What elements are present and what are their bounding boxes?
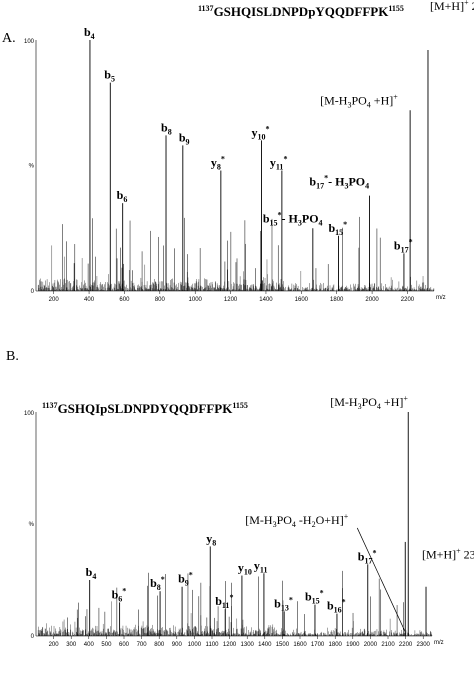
x-tick-label: 1400 — [258, 642, 272, 648]
peak-label: b6 — [117, 188, 128, 204]
panel-b-spectrum: 100% 0 200 300 400 500 600 700 800 900 1000 1100 120… — [24, 394, 474, 648]
panel-a-seq-end: 1155 — [388, 4, 404, 13]
x-axis-label: m/z — [434, 640, 444, 646]
background-noise — [37, 570, 433, 636]
x-tick-label: 1000 — [189, 297, 203, 303]
peak-label: b17*- H3PO4 — [309, 174, 369, 191]
x-tick-label: 1800 — [329, 642, 343, 648]
panel-a-sequence: 1137GSHQISLDNPDpYQQDFFPK1155 — [198, 4, 404, 19]
peak-label: b9 — [179, 130, 190, 146]
panel-a-label: A. — [2, 31, 16, 46]
x-tick-label: 2000 — [365, 297, 379, 303]
x-tick-label: 1500 — [276, 642, 290, 648]
peak-label: y8 — [206, 531, 216, 547]
panel-a-seq-start: 1137 — [198, 4, 214, 13]
x-tick-label: 600 — [119, 642, 130, 648]
x-tick-label: 800 — [155, 297, 166, 303]
x-tick-label: 700 — [137, 642, 148, 648]
x-tick-label: 2300 — [417, 642, 431, 648]
x-tick-label: 1800 — [330, 297, 344, 303]
panel-b-sequence: 1137GSHQIpSLDNPDYQQDFFPK1155 — [42, 401, 248, 416]
x-tick-label: 1000 — [188, 642, 202, 648]
x-tick-label: 2200 — [399, 642, 413, 648]
x-tick-label: 1600 — [295, 297, 309, 303]
peak-label: b11* — [215, 593, 233, 610]
panel-b-seq-start: 1137 — [42, 401, 58, 410]
x-tick-label: 1100 — [206, 642, 220, 648]
peak-label: b13* — [274, 595, 293, 612]
peak-label: y10* — [252, 124, 270, 141]
x-tick-label: 2000 — [364, 642, 378, 648]
peak-label: b4 — [84, 25, 95, 41]
panel-b-label: B. — [6, 349, 19, 364]
peak-label: b15* — [305, 589, 324, 606]
peak-label: [M-H3PO4 +H]+ — [330, 394, 408, 411]
peak-label: b17* — [394, 237, 413, 254]
panel-b-seq-end: 1155 — [232, 401, 248, 410]
y-tick-label: % — [29, 164, 35, 170]
x-tick-label: 1200 — [224, 297, 238, 303]
x-tick-label: 2100 — [381, 642, 395, 648]
peak-label: [M-H3PO4 -H2O+H]+ — [245, 512, 348, 529]
peak-label: [M-H3PO4 +H]+ — [320, 92, 398, 109]
x-tick-label: 600 — [119, 297, 130, 303]
x-tick-label: 900 — [172, 642, 183, 648]
x-tick-label: 200 — [49, 642, 60, 648]
x-axis-label: m/z — [436, 295, 446, 301]
x-tick-label: 1600 — [293, 642, 307, 648]
x-tick-label: 1200 — [223, 642, 237, 648]
panel-a-seq-text: GSHQISLDNPDpYQQDFFPK — [214, 4, 390, 19]
peak-label: b8* — [150, 575, 165, 592]
y-tick-label: 100 — [24, 39, 35, 45]
leader-line — [356, 527, 406, 633]
panel-b-seq-text: GSHQIpSLDNPDYQQDFFPK — [58, 401, 234, 416]
y-tick-label: % — [29, 522, 35, 528]
x-tick-label: 1300 — [241, 642, 255, 648]
y-tick-label: 0 — [31, 289, 35, 295]
x-tick-label: 2200 — [401, 297, 415, 303]
peak-label: b9* — [178, 571, 193, 588]
peak-label: [M+H]+ 2315.99 — [422, 547, 474, 562]
background-noise — [37, 216, 435, 291]
x-tick-label: 300 — [66, 642, 77, 648]
peak-label: b8 — [161, 120, 172, 136]
x-tick-label: 400 — [84, 642, 95, 648]
peak-label: y11* — [270, 155, 288, 172]
peak-label: b4 — [86, 565, 97, 581]
y-tick-label: 0 — [31, 634, 35, 640]
x-tick-label: 1700 — [311, 642, 325, 648]
x-tick-label: 200 — [49, 297, 60, 303]
peak-label: y8* — [211, 155, 225, 172]
peak-label: b15* — [328, 220, 347, 237]
peak-label: [M+H]+ 2315.99 — [430, 0, 474, 13]
peak-label: y10 — [238, 561, 252, 577]
panel-a-spectrum: 100% 0 200 400 600 800 1000 1200 1400 1600 1800 200… — [24, 0, 474, 303]
x-tick-label: 1900 — [346, 642, 360, 648]
peak-label: b5 — [104, 68, 115, 84]
x-tick-label: 1400 — [259, 297, 273, 303]
peak-label: b17* — [358, 548, 377, 565]
peak-label: b6* — [112, 586, 127, 603]
x-tick-label: 500 — [101, 642, 112, 648]
peak-label: b15*- H3PO4 — [263, 210, 323, 227]
peak-label: y11 — [254, 558, 268, 574]
x-tick-label: 400 — [84, 297, 95, 303]
x-tick-label: 800 — [154, 642, 165, 648]
peak-label: b16* — [327, 598, 346, 615]
y-tick-label: 100 — [24, 411, 35, 417]
